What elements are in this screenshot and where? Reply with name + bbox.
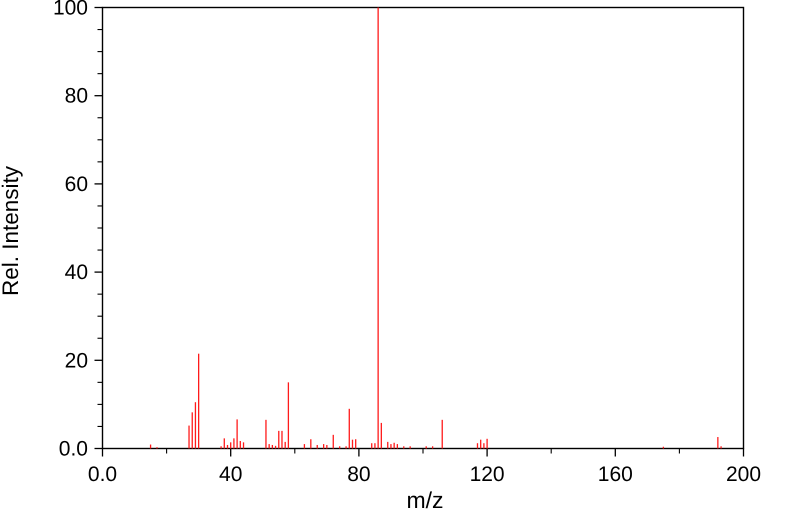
- svg-text:40: 40: [65, 261, 88, 284]
- svg-text:0.0: 0.0: [59, 438, 88, 461]
- svg-text:80: 80: [65, 85, 88, 108]
- svg-text:Rel. Intensity: Rel. Intensity: [0, 165, 23, 296]
- svg-text:0.0: 0.0: [88, 463, 117, 486]
- svg-text:20: 20: [65, 349, 88, 372]
- svg-text:80: 80: [347, 463, 370, 486]
- svg-text:100: 100: [53, 0, 88, 20]
- svg-text:200: 200: [726, 463, 761, 486]
- svg-text:160: 160: [598, 463, 633, 486]
- svg-text:40: 40: [219, 463, 242, 486]
- svg-text:60: 60: [65, 173, 88, 196]
- svg-text:120: 120: [470, 463, 505, 486]
- svg-text:m/z: m/z: [406, 487, 443, 513]
